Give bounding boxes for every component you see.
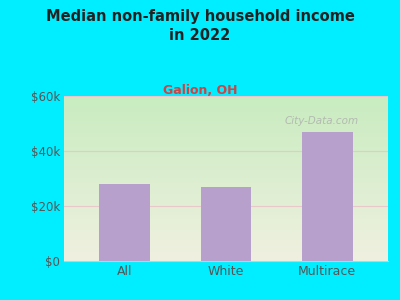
Text: Galion, OH: Galion, OH <box>163 84 237 97</box>
Bar <box>302 132 352 261</box>
Text: City-Data.com: City-Data.com <box>284 116 358 126</box>
Bar <box>201 187 251 261</box>
Bar <box>100 184 150 261</box>
Text: Median non-family household income
in 2022: Median non-family household income in 20… <box>46 9 354 43</box>
